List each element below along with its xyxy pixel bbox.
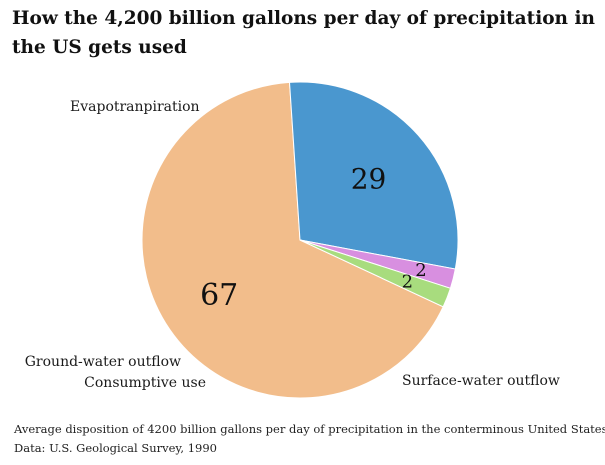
pie-slice-ground-water-outflow bbox=[299, 239, 452, 308]
chart-caption: Average disposition of 4200 billion gall… bbox=[14, 422, 605, 436]
pie-chart: 67 Evapotranpiration 29 Surface-water outfl… bbox=[25, 81, 560, 399]
pie-category-label-surface-water-outflow: Surface-water outflow bbox=[402, 373, 560, 389]
chart-title: How the 4,200 billion gallons per day of… bbox=[12, 8, 595, 58]
chart-source: Data: U.S. Geological Survey, 1990 bbox=[14, 441, 217, 455]
pie-value-label-ground-water-outflow: 2 bbox=[402, 272, 413, 293]
pie-value-label-evapotranpiration: 67 bbox=[200, 278, 238, 313]
pie-value-label-surface-water-outflow: 29 bbox=[351, 163, 387, 196]
pie-value-label-consumptive-use: 2 bbox=[415, 260, 426, 281]
pie-category-label-evapotranpiration: Evapotranpiration bbox=[70, 99, 200, 115]
pie-category-label-ground-water-outflow: Ground-water outflow bbox=[25, 354, 181, 370]
pie-category-label-consumptive-use: Consumptive use bbox=[84, 375, 206, 391]
pie-slice-surface-water-outflow bbox=[288, 81, 459, 270]
pie-slice-evapotranpiration bbox=[141, 81, 444, 399]
